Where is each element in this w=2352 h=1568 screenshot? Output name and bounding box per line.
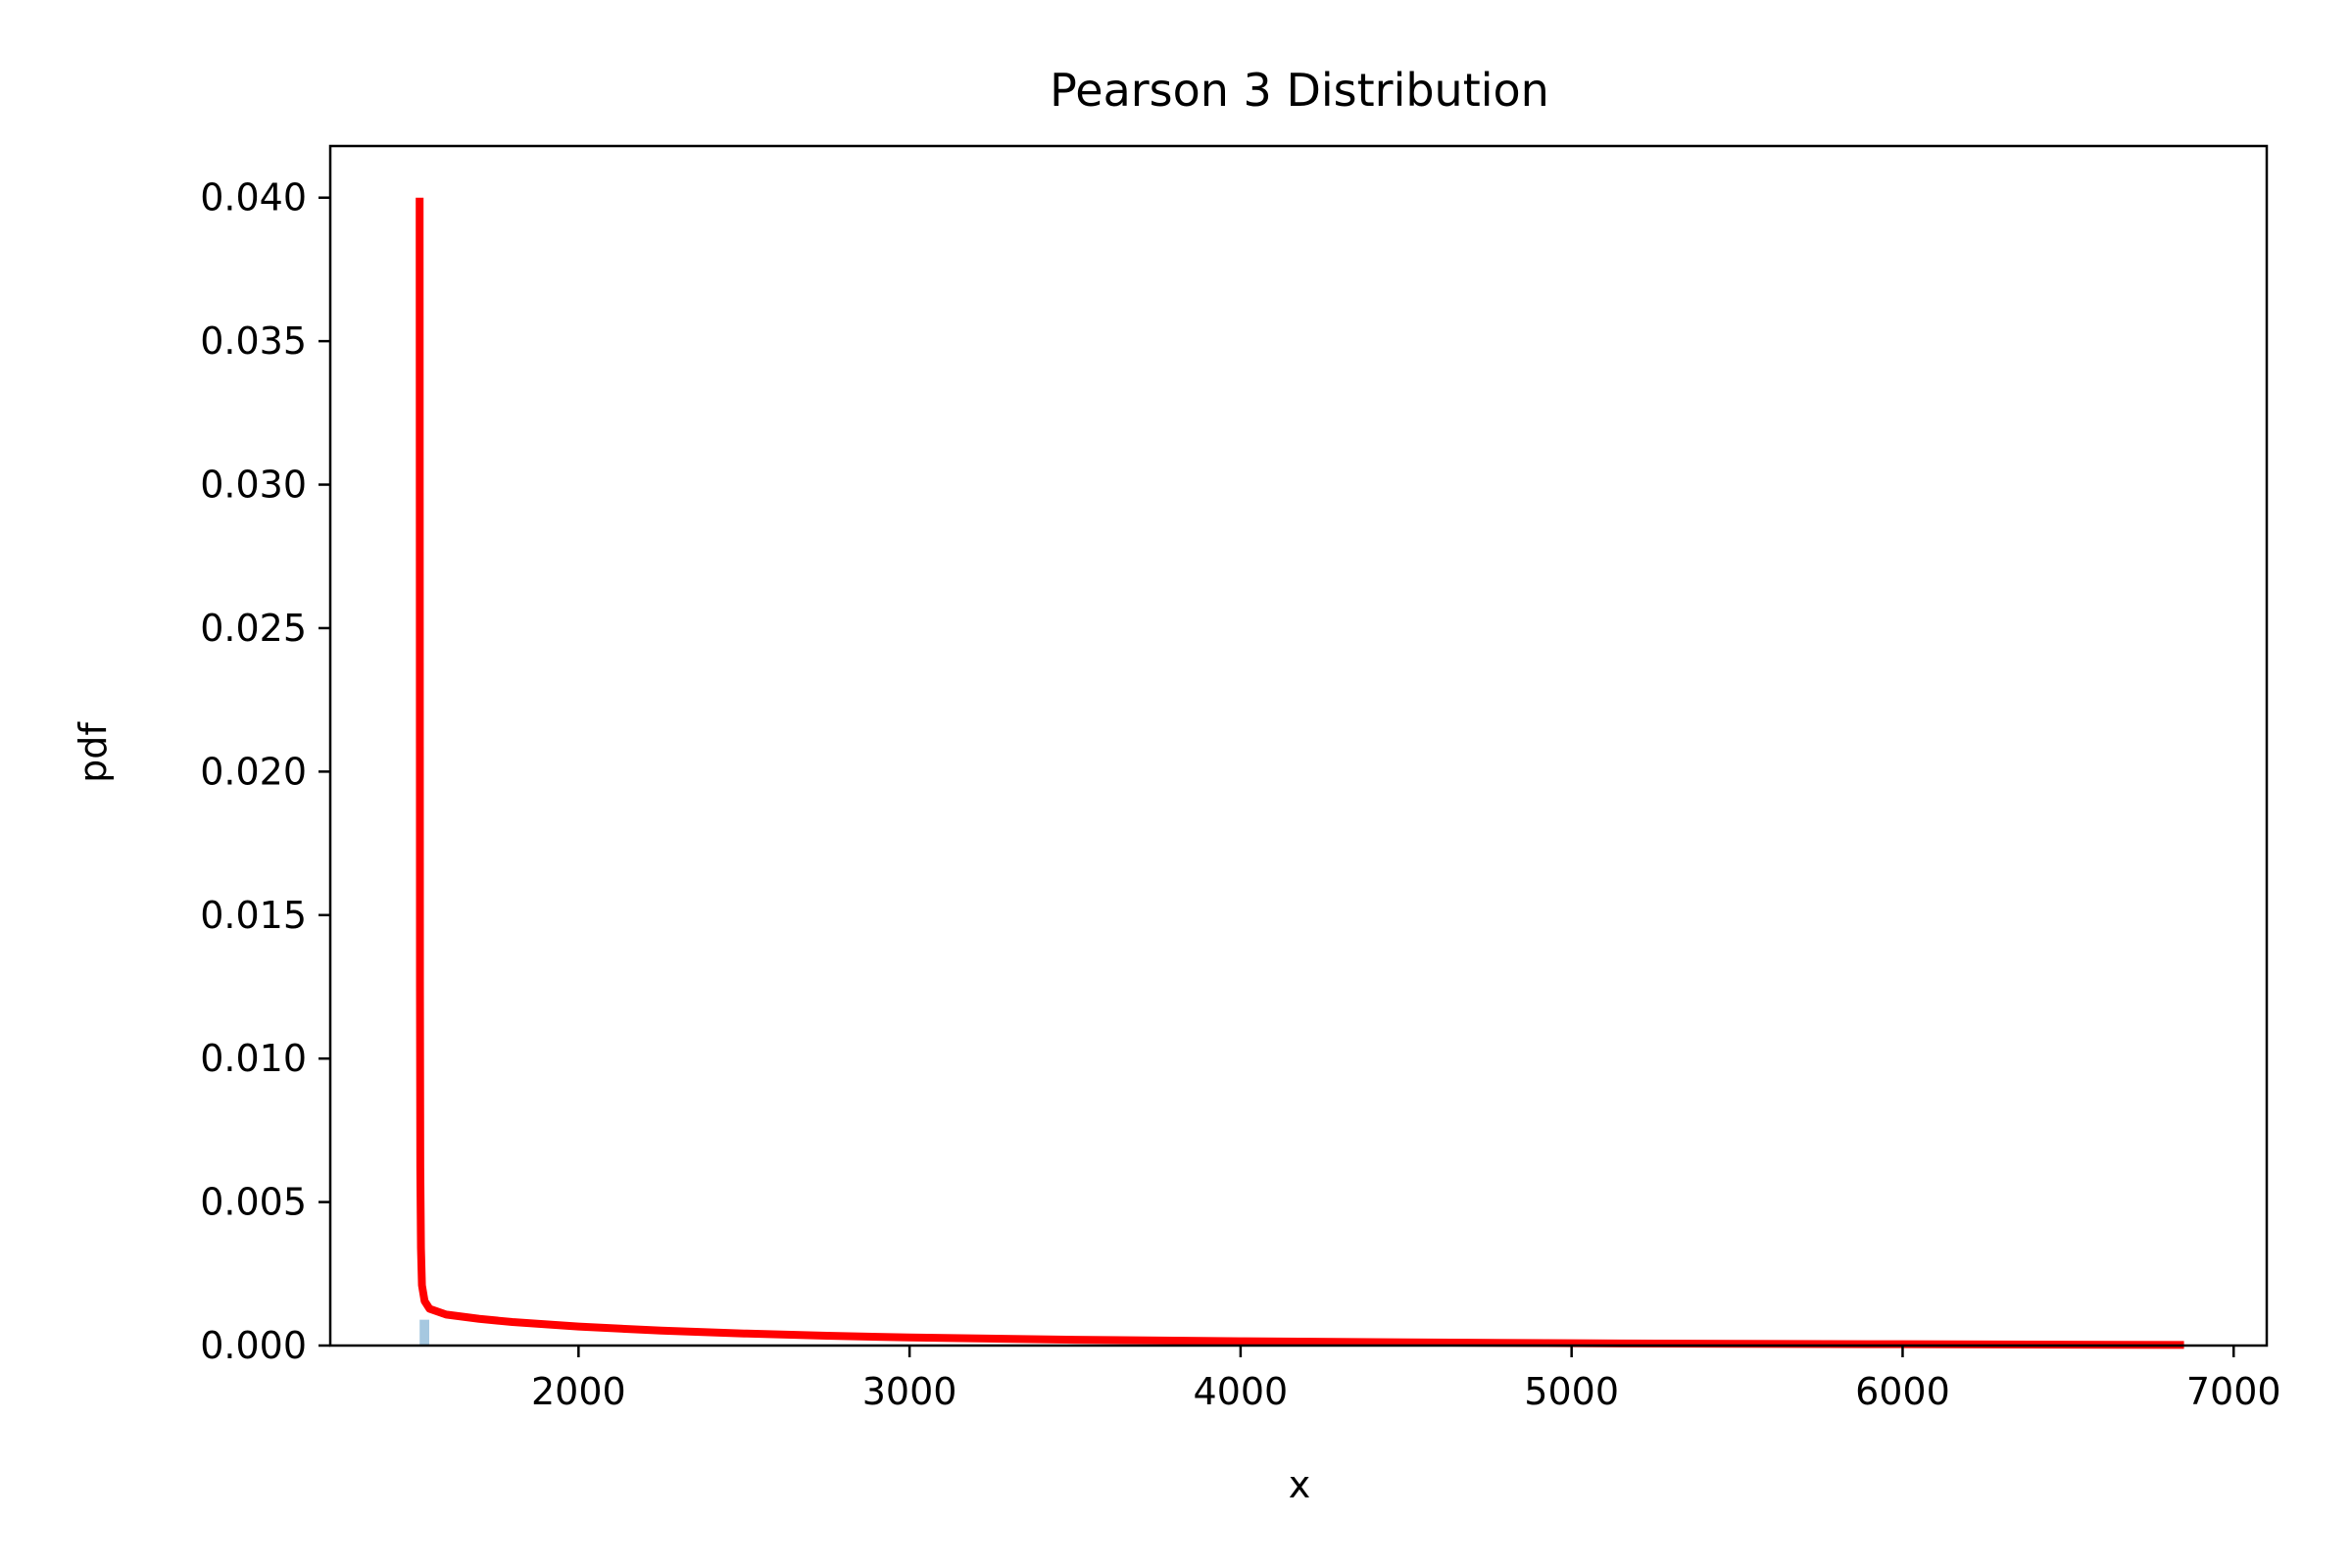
plot-frame xyxy=(328,144,2269,1348)
y-tick-label: 0.030 xyxy=(200,464,307,507)
chart-title: Pearson 3 Distribution xyxy=(1050,64,1549,117)
y-axis-ticks: 0.000 0.005 0.010 0.015 0.020 0.025 0.030 0.035… xyxy=(200,176,330,1367)
y-tick-label: 0.020 xyxy=(200,750,307,793)
x-tick-label: 7000 xyxy=(2186,1370,2281,1413)
y-tick-label: 0.005 xyxy=(200,1181,307,1224)
y-tick-label: 0.040 xyxy=(200,176,307,220)
x-tick-label: 5000 xyxy=(1524,1370,1619,1413)
x-tick-label: 2000 xyxy=(531,1370,626,1413)
y-tick-label: 0.025 xyxy=(200,607,307,650)
x-axis-ticks: 2000 3000 4000 5000 6000 7000 xyxy=(531,1346,2281,1413)
y-tick-label: 0.010 xyxy=(200,1037,307,1080)
y-tick-label: 0.035 xyxy=(200,319,307,363)
histogram xyxy=(419,1319,429,1346)
histogram-bar xyxy=(419,1319,429,1346)
y-tick-label: 0.000 xyxy=(200,1324,307,1367)
y-tick-label: 0.015 xyxy=(200,894,307,937)
x-tick-label: 3000 xyxy=(862,1370,957,1413)
x-tick-label: 6000 xyxy=(1855,1370,1950,1413)
series-layer xyxy=(416,197,2184,1349)
x-tick-label: 4000 xyxy=(1194,1370,1289,1413)
y-axis-label: pdf xyxy=(72,721,115,783)
pdf-curve-line xyxy=(416,197,2184,1349)
x-axis-label: x xyxy=(1289,1463,1311,1506)
